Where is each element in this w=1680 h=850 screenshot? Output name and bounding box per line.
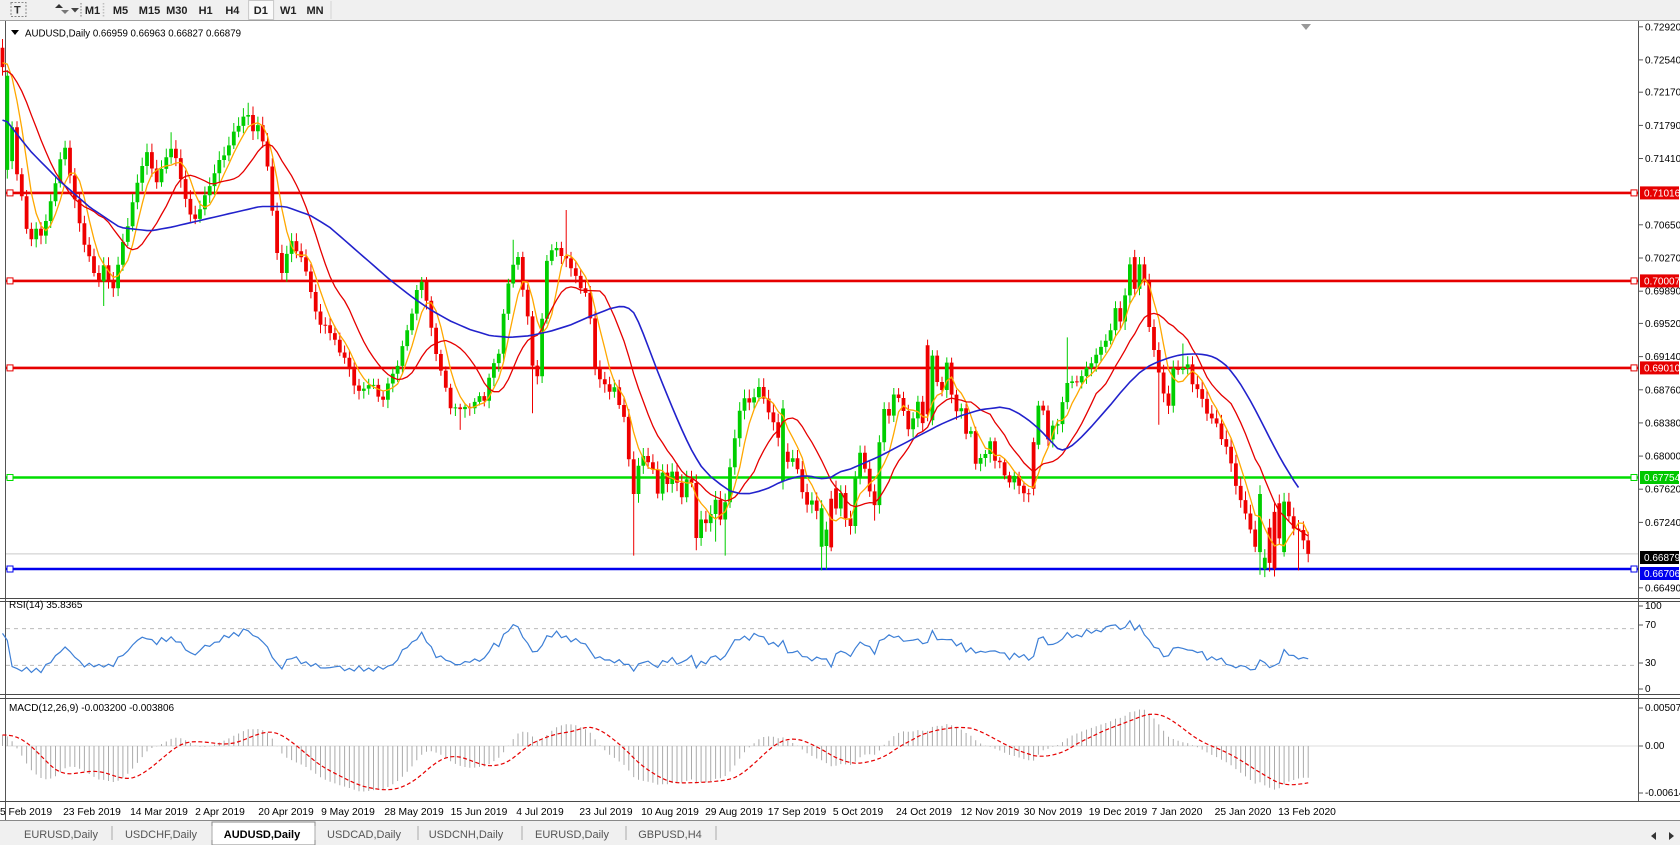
svg-text:M15: M15 (139, 5, 160, 17)
svg-text:0: 0 (1645, 684, 1651, 695)
svg-text:0.66706: 0.66706 (1644, 569, 1680, 580)
svg-text:9 May 2019: 9 May 2019 (321, 807, 375, 818)
svg-text:17 Sep 2019: 17 Sep 2019 (768, 807, 827, 818)
svg-text:4 Jul 2019: 4 Jul 2019 (516, 807, 564, 818)
svg-text:0.66879: 0.66879 (1644, 553, 1680, 564)
svg-text:MACD(12,26,9) -0.003200 -0.003: MACD(12,26,9) -0.003200 -0.003806 (9, 703, 175, 714)
svg-text:0.70650: 0.70650 (1645, 220, 1680, 231)
svg-text:0.69140: 0.69140 (1645, 352, 1680, 363)
svg-text:M30: M30 (166, 5, 187, 17)
svg-text:0.68000: 0.68000 (1645, 452, 1680, 463)
svg-text:0.68380: 0.68380 (1645, 418, 1680, 429)
svg-text:70: 70 (1645, 620, 1657, 631)
svg-text:2 Apr 2019: 2 Apr 2019 (195, 807, 245, 818)
svg-text:0.70007: 0.70007 (1644, 276, 1680, 287)
svg-text:EURUSD,Daily: EURUSD,Daily (535, 829, 609, 841)
svg-text:0.72540: 0.72540 (1645, 55, 1680, 66)
svg-text:0.71790: 0.71790 (1645, 121, 1680, 132)
svg-text:100: 100 (1645, 601, 1662, 612)
svg-text:0.69890: 0.69890 (1645, 287, 1680, 298)
svg-text:H4: H4 (225, 5, 240, 17)
svg-text:30: 30 (1645, 658, 1657, 669)
svg-text:0.70270: 0.70270 (1645, 254, 1680, 265)
svg-text:30 Nov 2019: 30 Nov 2019 (1024, 807, 1083, 818)
svg-text:MN: MN (306, 5, 323, 17)
svg-text:5 Oct 2019: 5 Oct 2019 (833, 807, 884, 818)
svg-text:0.005076: 0.005076 (1645, 703, 1680, 714)
svg-text:28 May 2019: 28 May 2019 (384, 807, 444, 818)
svg-text:GBPUSD,H4: GBPUSD,H4 (638, 829, 702, 841)
svg-text:0.67754: 0.67754 (1644, 473, 1680, 484)
svg-text:0.67240: 0.67240 (1645, 518, 1680, 529)
svg-text:0.69010: 0.69010 (1644, 363, 1680, 374)
svg-text:23 Feb 2019: 23 Feb 2019 (63, 807, 121, 818)
svg-text:W1: W1 (280, 5, 297, 17)
svg-text:T: T (14, 5, 21, 17)
svg-text:10 Aug 2019: 10 Aug 2019 (641, 807, 699, 818)
svg-text:14 Mar 2019: 14 Mar 2019 (130, 807, 188, 818)
svg-text:29 Aug 2019: 29 Aug 2019 (705, 807, 763, 818)
svg-text:M5: M5 (113, 5, 128, 17)
svg-text:0.69520: 0.69520 (1645, 319, 1680, 330)
svg-text:AUDUSD,Daily 0.66959 0.66963: AUDUSD,Daily 0.66959 0.66963 0.66827 0.6… (25, 29, 241, 40)
svg-text:0.71410: 0.71410 (1645, 154, 1680, 165)
svg-text:0.72170: 0.72170 (1645, 88, 1680, 99)
svg-text:0.71016: 0.71016 (1644, 188, 1680, 199)
svg-text:7 Jan 2020: 7 Jan 2020 (1152, 807, 1203, 818)
svg-text:RSI(14) 35.8365: RSI(14) 35.8365 (9, 600, 83, 611)
svg-text:20 Apr 2019: 20 Apr 2019 (258, 807, 314, 818)
svg-text:12 Nov 2019: 12 Nov 2019 (961, 807, 1020, 818)
svg-text:-0.00614: -0.00614 (1645, 788, 1680, 799)
svg-text:0.72920: 0.72920 (1645, 22, 1680, 33)
svg-text:0.00: 0.00 (1645, 741, 1665, 752)
svg-text:AUDUSD,Daily: AUDUSD,Daily (224, 829, 301, 841)
svg-text:13 Feb 2020: 13 Feb 2020 (1278, 807, 1336, 818)
svg-text:25 Jan 2020: 25 Jan 2020 (1215, 807, 1272, 818)
svg-text:USDCAD,Daily: USDCAD,Daily (327, 829, 401, 841)
svg-text:H1: H1 (199, 5, 213, 17)
svg-text:0.67620: 0.67620 (1645, 485, 1680, 496)
svg-text:15 Jun 2019: 15 Jun 2019 (451, 807, 508, 818)
svg-text:D1: D1 (254, 5, 268, 17)
svg-text:5 Feb 2019: 5 Feb 2019 (0, 807, 52, 818)
svg-text:24 Oct 2019: 24 Oct 2019 (896, 807, 952, 818)
svg-text:USDCHF,Daily: USDCHF,Daily (125, 829, 198, 841)
svg-text:19 Dec 2019: 19 Dec 2019 (1089, 807, 1148, 818)
svg-text:M1: M1 (85, 5, 100, 17)
svg-text:USDCNH,Daily: USDCNH,Daily (429, 829, 504, 841)
svg-text:23 Jul 2019: 23 Jul 2019 (579, 807, 633, 818)
svg-text:0.68760: 0.68760 (1645, 385, 1680, 396)
svg-text:0.66490: 0.66490 (1645, 583, 1680, 594)
svg-text:EURUSD,Daily: EURUSD,Daily (24, 829, 98, 841)
